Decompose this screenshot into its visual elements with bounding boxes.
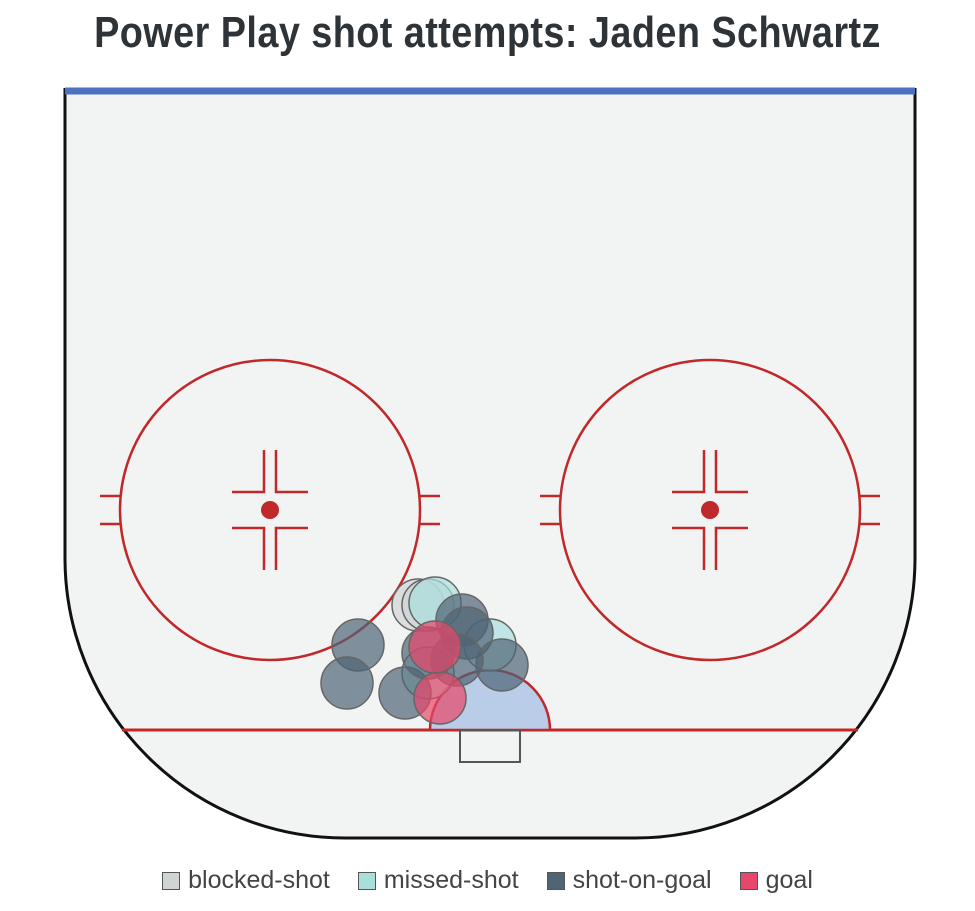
legend-item: shot-on-goal — [546, 866, 712, 895]
shot-point-goal — [413, 671, 467, 725]
faceoff-dot — [701, 501, 719, 519]
legend-label: shot-on-goal — [572, 866, 712, 894]
legend-swatch — [739, 871, 758, 890]
legend-swatch — [546, 871, 565, 890]
legend-label: missed-shot — [383, 866, 519, 894]
faceoff-dot — [261, 501, 279, 519]
legend-item: missed-shot — [357, 866, 519, 895]
shot-point-shot-on-goal — [320, 656, 374, 710]
legend-label: goal — [765, 866, 813, 894]
legend-swatch — [162, 871, 181, 890]
goal-net — [459, 729, 521, 763]
legend-label: blocked-shot — [188, 866, 330, 894]
shot-point-shot-on-goal — [475, 638, 529, 692]
shot-point-goal — [408, 620, 462, 674]
legend: blocked-shot missed-shot shot-on-goal goal — [0, 866, 975, 895]
faceoff-circle — [540, 358, 880, 662]
legend-swatch — [357, 871, 376, 890]
chart-title: Power Play shot attempts: Jaden Schwartz — [94, 8, 881, 57]
faceoff-circle — [100, 358, 440, 662]
legend-item: blocked-shot — [162, 866, 330, 895]
legend-item: goal — [739, 866, 813, 895]
rink-boards — [63, 88, 917, 840]
